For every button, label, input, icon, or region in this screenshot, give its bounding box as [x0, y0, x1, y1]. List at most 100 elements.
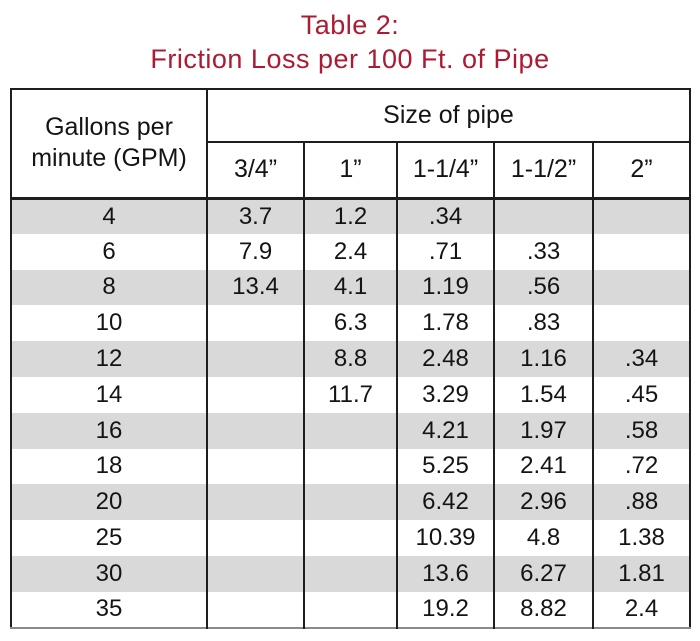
table-row: 35 19.2 8.82 2.4: [11, 591, 690, 628]
value-cell: 1.19: [396, 269, 494, 306]
value-cell: .34: [592, 341, 690, 377]
value-cell: 5.25: [396, 448, 494, 485]
pipe-size-header-row: 3/4” 1” 1-1/4” 1-1/2” 2”: [11, 141, 690, 198]
value-cell: .71: [396, 233, 494, 270]
value-cell: [206, 448, 304, 485]
table-header: Gallons per minute (GPM) Size of pipe 3/…: [11, 89, 690, 198]
value-cell: 8.8: [303, 341, 397, 377]
size-of-pipe-header: Size of pipe: [206, 89, 690, 142]
value-cell: [206, 341, 304, 377]
table-row: 20 6.42 2.96 .88: [11, 484, 690, 521]
value-cell: 2.4: [592, 591, 690, 628]
value-cell: 19.2: [396, 591, 494, 628]
table-row: 16 4.21 1.97 .58: [11, 412, 690, 449]
gpm-header-line2: minute (GPM): [31, 144, 187, 173]
table-row: 4 3.7 1.2 .34: [11, 198, 690, 234]
gpm-header-line1: Gallons per: [45, 113, 173, 142]
value-cell: 2.48: [396, 341, 494, 377]
value-cell: [303, 555, 397, 592]
value-cell: [206, 305, 304, 342]
gpm-cell: 6: [102, 237, 116, 265]
value-cell: 8.82: [493, 591, 593, 628]
gpm-cell: 25: [95, 524, 123, 552]
value-cell: .33: [493, 233, 593, 270]
table-body: 4 3.7 1.2 .34 6 7.9 2.4 .71 .33 8 13.4 4…: [11, 198, 690, 628]
gpm-cell: 30: [95, 559, 123, 587]
value-cell: 6.42: [396, 484, 494, 521]
value-cell: .58: [592, 412, 690, 449]
value-cell: [206, 412, 304, 449]
value-cell: [592, 269, 690, 306]
value-cell: [303, 484, 397, 521]
value-cell: [206, 484, 304, 521]
table-subtitle: Friction Loss per 100 Ft. of Pipe: [150, 44, 550, 74]
gpm-cell: 12: [95, 345, 123, 373]
pipe-size-header: 3/4”: [207, 141, 304, 198]
gpm-cell: 14: [95, 380, 123, 408]
value-cell: 1.38: [592, 520, 690, 556]
pipe-size-header: 1”: [303, 141, 397, 198]
table-row: 6 7.9 2.4 .71 .33: [11, 233, 690, 270]
value-cell: [592, 198, 690, 234]
value-cell: 4.21: [396, 412, 494, 449]
value-cell: 2.96: [493, 484, 593, 521]
value-cell: [206, 376, 304, 413]
value-cell: .72: [592, 448, 690, 485]
table-row: 14 11.7 3.29 1.54 .45: [11, 376, 690, 413]
value-cell: 13.6: [396, 555, 494, 592]
table-row: 30 13.6 6.27 1.81: [11, 555, 690, 592]
value-cell: 7.9: [206, 233, 304, 270]
value-cell: [206, 520, 304, 556]
pipe-size-header: 2”: [592, 141, 690, 198]
value-cell: 1.78: [396, 305, 494, 342]
value-cell: [303, 591, 397, 628]
value-cell: 1.81: [592, 555, 690, 592]
table-number-title: Table 2:: [300, 10, 400, 40]
friction-loss-table: Gallons per minute (GPM) Size of pipe 3/…: [10, 88, 691, 629]
value-cell: 2.4: [303, 233, 397, 270]
table-row: 18 5.25 2.41 .72: [11, 448, 690, 485]
value-cell: [303, 520, 397, 556]
page-title: Table 2: Friction Loss per 100 Ft. of Pi…: [0, 8, 700, 76]
value-cell: 4.8: [493, 520, 593, 556]
gpm-cell: 4: [102, 202, 116, 230]
pipe-size-header: 1-1/4”: [396, 141, 494, 198]
table-row: 10 6.3 1.78 .83: [11, 305, 690, 342]
value-cell: 1.2: [303, 198, 397, 234]
gpm-column-header: Gallons per minute (GPM): [11, 89, 208, 198]
group-header-row: Gallons per minute (GPM) Size of pipe: [11, 89, 690, 198]
value-cell: [592, 233, 690, 270]
value-cell: 3.29: [396, 376, 494, 413]
value-cell: [493, 198, 593, 234]
value-cell: 6.27: [493, 555, 593, 592]
value-cell: [206, 591, 304, 628]
value-cell: [303, 448, 397, 485]
value-cell: [592, 305, 690, 342]
value-cell: 2.41: [493, 448, 593, 485]
table-row: 25 10.39 4.8 1.38: [11, 520, 690, 556]
value-cell: 1.16: [493, 341, 593, 377]
value-cell: .56: [493, 269, 593, 306]
value-cell: .83: [493, 305, 593, 342]
value-cell: 4.1: [303, 269, 397, 306]
value-cell: 6.3: [303, 305, 397, 342]
value-cell: 3.7: [206, 198, 304, 234]
value-cell: 10.39: [396, 520, 494, 556]
table-row: 8 13.4 4.1 1.19 .56: [11, 269, 690, 306]
pipe-size-header: 1-1/2”: [493, 141, 593, 198]
value-cell: 13.4: [206, 269, 304, 306]
value-cell: 11.7: [303, 376, 397, 413]
value-cell: .88: [592, 484, 690, 521]
gpm-cell: 16: [95, 416, 123, 444]
value-cell: [206, 555, 304, 592]
gpm-cell: 20: [95, 488, 123, 516]
value-cell: .45: [592, 376, 690, 413]
table-row: 12 8.8 2.48 1.16 .34: [11, 341, 690, 377]
value-cell: 1.54: [493, 376, 593, 413]
value-cell: .34: [396, 198, 494, 234]
gpm-cell: 8: [102, 273, 116, 301]
gpm-cell: 18: [95, 452, 123, 480]
value-cell: [303, 412, 397, 449]
gpm-cell: 10: [95, 309, 123, 337]
value-cell: 1.97: [493, 412, 593, 449]
